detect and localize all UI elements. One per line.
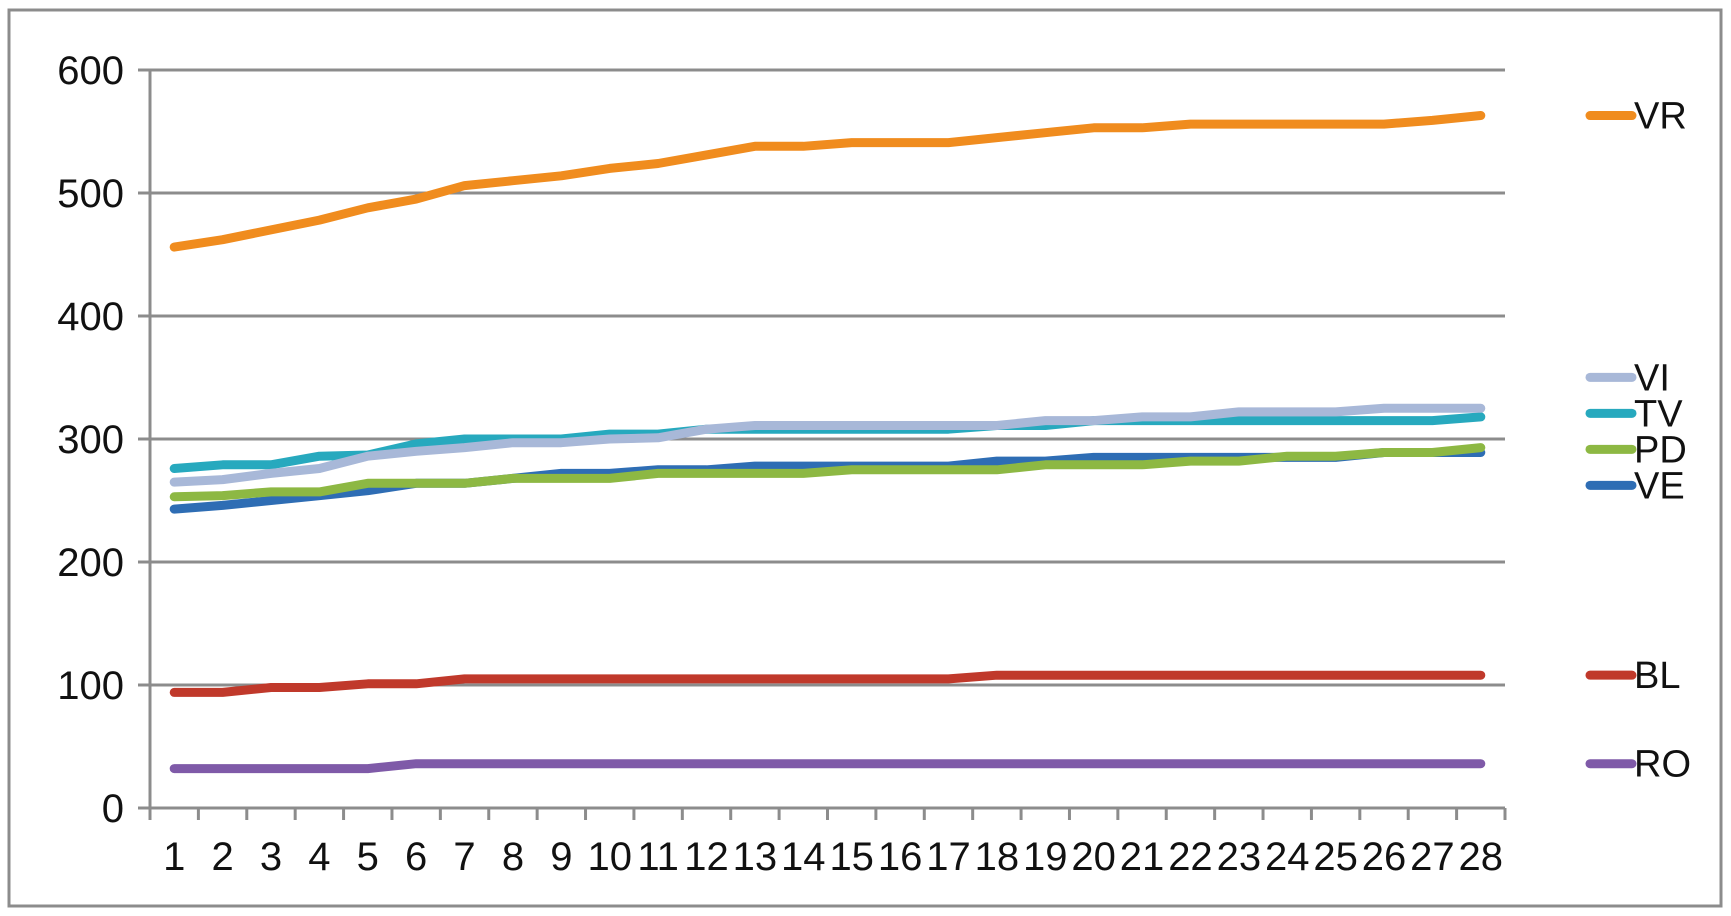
x-tick-label: 27 (1410, 835, 1455, 879)
x-tick-label: 12 (684, 835, 729, 879)
x-tick-label: 24 (1265, 835, 1310, 879)
x-tick-label: 20 (1071, 835, 1116, 879)
y-tick-label: 600 (57, 49, 124, 93)
legend-item-ve: VE (1585, 465, 1685, 507)
x-tick-label: 14 (781, 835, 826, 879)
x-tick-label: 4 (308, 835, 330, 879)
series-line-pd (169, 443, 1486, 502)
legend-item-ro: RO (1585, 744, 1691, 786)
x-tick-label: 1 (163, 835, 185, 879)
y-tick-label: 500 (57, 172, 124, 216)
x-tick-label: 28 (1459, 835, 1504, 879)
x-tick-label: 26 (1362, 835, 1407, 879)
y-tick-label: 300 (57, 418, 124, 462)
x-tick-label: 25 (1313, 835, 1358, 879)
legend-item-bl: BL (1585, 655, 1680, 697)
x-tick-label: 9 (550, 835, 572, 879)
x-tick-label: 10 (587, 835, 632, 879)
series-line-vr (169, 111, 1486, 252)
legend-label: TV (1634, 393, 1683, 435)
x-tick-label: 18 (975, 835, 1020, 879)
x-tick-label: 6 (405, 835, 427, 879)
x-tick-label: 16 (878, 835, 923, 879)
x-tick-label: 13 (733, 835, 778, 879)
x-tick-label: 7 (453, 835, 475, 879)
x-tick-label: 5 (357, 835, 379, 879)
legend-item-pd: PD (1585, 429, 1687, 471)
legend-label: VR (1634, 96, 1687, 138)
x-tick-label: 8 (502, 835, 524, 879)
x-tick-label: 23 (1217, 835, 1262, 879)
legend-label: PD (1634, 429, 1687, 471)
y-tick-label: 400 (57, 295, 124, 339)
y-tick-label: 100 (57, 664, 124, 708)
x-tick-label: 2 (211, 835, 233, 879)
legend-label: RO (1634, 744, 1691, 786)
series-line-bl (169, 670, 1486, 697)
series-line-vi (169, 403, 1486, 487)
y-tick-label: 0 (102, 787, 124, 831)
y-tick-label: 200 (57, 541, 124, 585)
y-axis-tick-labels: 0 100 200 300 400 500 600 (57, 49, 124, 831)
series-line-ro (169, 759, 1486, 774)
x-axis-tick-labels: 1 2 3 4 5 6 7 8 9 10 11 12 13 14 15 16 17 18 19 20 21 22 23 24 2… (163, 835, 1503, 879)
x-tick-label: 22 (1168, 835, 1213, 879)
x-tick-label: 11 (637, 835, 679, 879)
series-lines (169, 111, 1486, 774)
legend-item-tv: TV (1585, 393, 1683, 435)
legend-label: VI (1634, 357, 1670, 399)
x-tick-label: 19 (1023, 835, 1068, 879)
legend-item-vi: VI (1585, 357, 1670, 399)
legend-label: VE (1634, 465, 1685, 507)
x-tick-label: 17 (926, 835, 971, 879)
legend-label: BL (1634, 655, 1680, 697)
x-tick-label: 21 (1120, 835, 1165, 879)
legend-item-vr: VR (1585, 96, 1687, 138)
x-tick-label: 3 (260, 835, 282, 879)
x-tick-label: 15 (829, 835, 874, 879)
axes (138, 68, 1507, 820)
